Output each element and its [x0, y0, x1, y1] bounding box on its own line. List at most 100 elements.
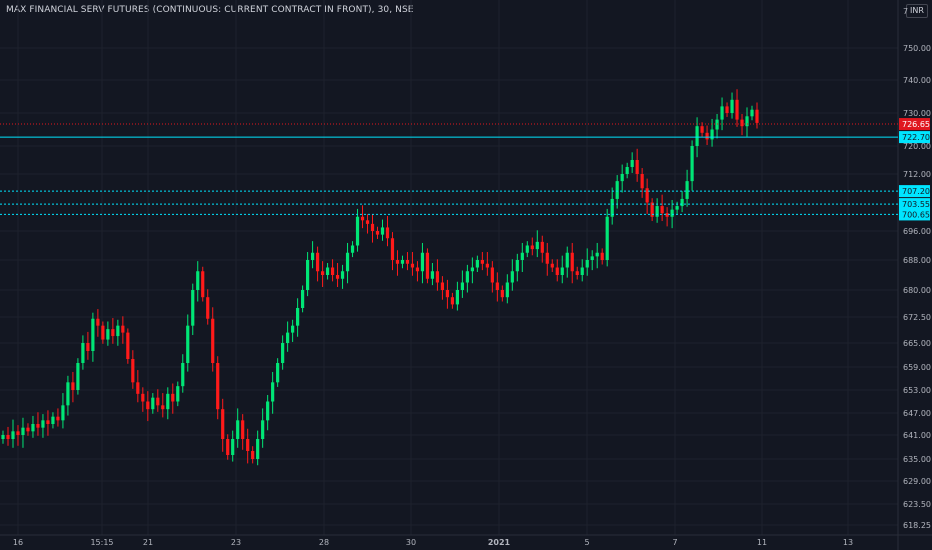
candle-body — [66, 382, 70, 406]
candle-body — [645, 188, 649, 203]
candle-body — [625, 167, 629, 174]
time-tick-label: 16 — [13, 538, 23, 547]
price-tag-707.20 — [899, 185, 930, 198]
candle-body — [305, 260, 310, 290]
candle-body — [630, 160, 634, 167]
candle-body — [745, 116, 749, 127]
candle-body — [350, 245, 355, 253]
candle-body — [385, 227, 390, 239]
price-tick-label: 696.00 — [903, 227, 931, 236]
candle-body — [171, 393, 175, 402]
candle-body — [16, 431, 20, 435]
candle-body — [116, 325, 120, 337]
candle-body — [76, 363, 80, 390]
candle-body — [11, 431, 15, 439]
candle-body — [555, 267, 559, 275]
price-tick-label: 672.50 — [903, 313, 931, 322]
time-tick-label: 11 — [757, 538, 767, 547]
price-tag-700.65 — [899, 208, 930, 221]
candle-body — [131, 359, 135, 383]
candle-body — [480, 260, 484, 264]
price-tick-label: 7 — [903, 7, 908, 16]
candle-body — [241, 420, 245, 439]
time-tick-label: 15:15 — [90, 538, 113, 547]
candle-body — [226, 439, 230, 455]
candle-body — [700, 126, 704, 133]
candle-body — [121, 325, 125, 333]
candle-body — [665, 213, 669, 217]
candle-body — [670, 209, 674, 217]
price-tick-label: 618.25 — [903, 521, 931, 530]
candle-body — [425, 252, 430, 279]
candle-body — [206, 297, 210, 319]
candle-body — [655, 206, 659, 217]
candle-body — [705, 132, 709, 140]
candle-body — [640, 174, 644, 189]
time-tick-label: 7 — [672, 538, 677, 547]
candle-body — [96, 318, 100, 326]
price-tick-label: 623.50 — [903, 500, 931, 509]
price-tick-label: 740.00 — [903, 76, 931, 85]
candle-body — [201, 271, 205, 298]
candle-body — [141, 393, 145, 402]
candle-body — [455, 290, 459, 305]
candle-body — [46, 420, 50, 424]
candle-body — [595, 252, 599, 257]
candle-body — [610, 198, 614, 217]
candle-body — [355, 216, 360, 246]
candle-body — [266, 401, 270, 421]
time-tick-label: 2021 — [488, 538, 511, 547]
candle-body — [166, 393, 170, 410]
candle-body — [405, 260, 410, 264]
candle-body — [550, 263, 554, 268]
candle-body — [435, 271, 440, 283]
candle-body — [410, 263, 415, 268]
candle-body — [470, 267, 474, 272]
candle-body — [41, 420, 45, 428]
candle-body — [216, 363, 220, 410]
candle-body — [720, 106, 724, 120]
price-tick-label: 712.00 — [903, 170, 931, 179]
candle-body — [575, 271, 579, 275]
price-tag-label: 703.55 — [902, 200, 930, 209]
price-tick-label: 750.00 — [903, 44, 931, 53]
candle-body — [221, 409, 225, 439]
candle-body — [156, 397, 160, 406]
candle-body — [106, 329, 110, 340]
candle-body — [291, 325, 295, 333]
price-tag-722.70 — [899, 131, 930, 144]
candle-body — [695, 126, 699, 146]
symbol-title: MAX FINANCIAL SERV FUTURES (CONTINUOUS: … — [6, 5, 414, 15]
price-tick-label: 665.00 — [903, 339, 931, 348]
candle-body — [71, 382, 75, 390]
price-axis[interactable]: 618.25 623.50 629.00 635.00 641.00 647.00 653.… — [903, 7, 931, 530]
candle-body — [520, 252, 524, 260]
price-tag-label: 722.70 — [902, 133, 930, 142]
candle-body — [685, 181, 689, 199]
candle-body — [251, 451, 255, 459]
price-tag-726.65 — [899, 118, 930, 131]
candle-body — [445, 290, 450, 298]
candle-body — [315, 252, 320, 272]
time-axis[interactable]: 16 15:15 21 23 28 30 2021 5 7 11 13 — [13, 538, 853, 547]
candle-body — [345, 252, 350, 272]
candle-body — [615, 181, 619, 199]
candle-body — [261, 420, 265, 439]
price-tick-label: 635.00 — [903, 455, 931, 464]
candle-body — [271, 382, 275, 402]
candle-body — [335, 275, 340, 279]
price-tag-703.55 — [899, 198, 930, 211]
candle-body — [81, 343, 85, 363]
currency-button[interactable]: INR — [906, 4, 928, 18]
candle-body — [91, 318, 95, 351]
candle-body — [375, 231, 380, 235]
candle-body — [360, 216, 365, 221]
candle-body — [191, 290, 195, 326]
price-tick-label: 653.00 — [903, 386, 931, 395]
candle-body — [600, 252, 604, 260]
time-tick-label: 13 — [843, 538, 853, 547]
candle-body — [310, 252, 315, 260]
candle-body — [281, 343, 285, 363]
